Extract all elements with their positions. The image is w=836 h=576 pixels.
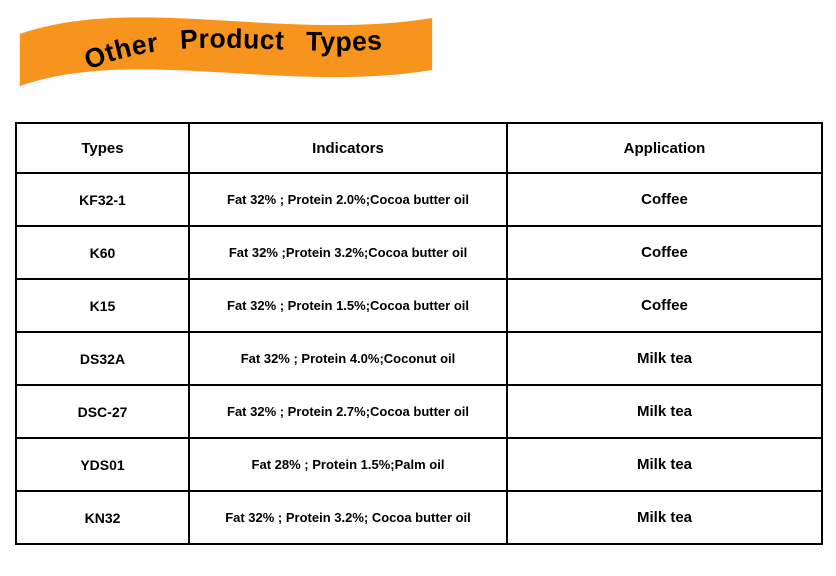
- application-cell: Coffee: [506, 225, 823, 280]
- type-cell: DSC-27: [15, 384, 190, 439]
- table-row: K15 Fat 32% ; Protein 1.5%;Cocoa butter …: [15, 278, 823, 333]
- type-cell: KN32: [15, 490, 190, 545]
- table-row: KF32-1 Fat 32% ; Protein 2.0%;Cocoa butt…: [15, 172, 823, 227]
- application-cell: Milk tea: [506, 331, 823, 386]
- column-header-application: Application: [506, 122, 823, 174]
- indicators-cell: Fat 32% ; Protein 2.7%;Cocoa butter oil: [188, 384, 508, 439]
- table-row: YDS01 Fat 28% ; Protein 1.5%;Palm oil Mi…: [15, 437, 823, 492]
- banner-ribbon: [19, 17, 433, 86]
- column-header-types: Types: [15, 122, 190, 174]
- table-row: DSC-27 Fat 32% ; Protein 2.7%;Cocoa butt…: [15, 384, 823, 439]
- table-row: K60 Fat 32% ;Protein 3.2%;Cocoa butter o…: [15, 225, 823, 280]
- application-cell: Milk tea: [506, 384, 823, 439]
- type-cell: K15: [15, 278, 190, 333]
- header-row: Types Indicators Application: [15, 122, 823, 174]
- indicators-cell: Fat 32% ; Protein 1.5%;Cocoa butter oil: [188, 278, 508, 333]
- indicators-cell: Fat 32% ;Protein 3.2%;Cocoa butter oil: [188, 225, 508, 280]
- application-cell: Milk tea: [506, 437, 823, 492]
- banner: Other Product Types: [8, 2, 440, 97]
- indicators-cell: Fat 28% ; Protein 1.5%;Palm oil: [188, 437, 508, 492]
- type-cell: KF32-1: [15, 172, 190, 227]
- indicators-cell: Fat 32% ; Protein 4.0%;Coconut oil: [188, 331, 508, 386]
- table-body: KF32-1 Fat 32% ; Protein 2.0%;Cocoa butt…: [15, 172, 823, 545]
- application-cell: Coffee: [506, 278, 823, 333]
- table-row: KN32 Fat 32% ; Protein 3.2%; Cocoa butte…: [15, 490, 823, 545]
- column-header-indicators: Indicators: [188, 122, 508, 174]
- indicators-cell: Fat 32% ; Protein 3.2%; Cocoa butter oil: [188, 490, 508, 545]
- application-cell: Coffee: [506, 172, 823, 227]
- table-row: DS32A Fat 32% ; Protein 4.0%;Coconut oil…: [15, 331, 823, 386]
- type-cell: YDS01: [15, 437, 190, 492]
- table-header: Types Indicators Application: [15, 122, 823, 174]
- banner-svg: Other Product Types: [19, 17, 433, 86]
- application-cell: Milk tea: [506, 490, 823, 545]
- product-table: Types Indicators Application KF32-1 Fat …: [15, 122, 823, 545]
- indicators-cell: Fat 32% ; Protein 2.0%;Cocoa butter oil: [188, 172, 508, 227]
- type-cell: DS32A: [15, 331, 190, 386]
- type-cell: K60: [15, 225, 190, 280]
